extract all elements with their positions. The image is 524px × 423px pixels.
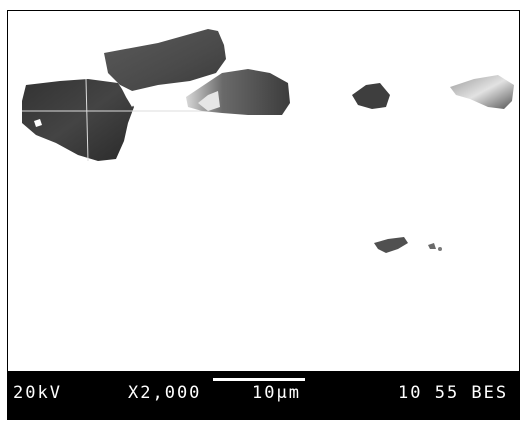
grain-left-inclusion [34,119,42,127]
grain-large [104,29,226,91]
particle-lower [374,237,408,253]
grain-mid-highlight [198,91,220,111]
scale-bar [213,378,305,381]
sem-micrograph [22,29,514,253]
image-id-label: 10 55 BES [398,383,509,403]
magnification-label: X2,000 [128,383,202,403]
grain-right [450,75,514,109]
grain-small-dark [352,83,390,109]
micrograph-frame: 20kV X2,000 10µm 10 55 BES [7,10,520,420]
scale-bar-label: 10µm [252,383,301,403]
particle-speck [428,243,436,249]
grain-gap [120,85,138,107]
grain-left [22,79,134,161]
sem-info-bar: 20kV X2,000 10µm 10 55 BES [8,371,519,419]
particle-dot [438,247,442,251]
accelerating-voltage-label: 20kV [13,383,62,403]
crack-line-vertical [85,78,89,162]
